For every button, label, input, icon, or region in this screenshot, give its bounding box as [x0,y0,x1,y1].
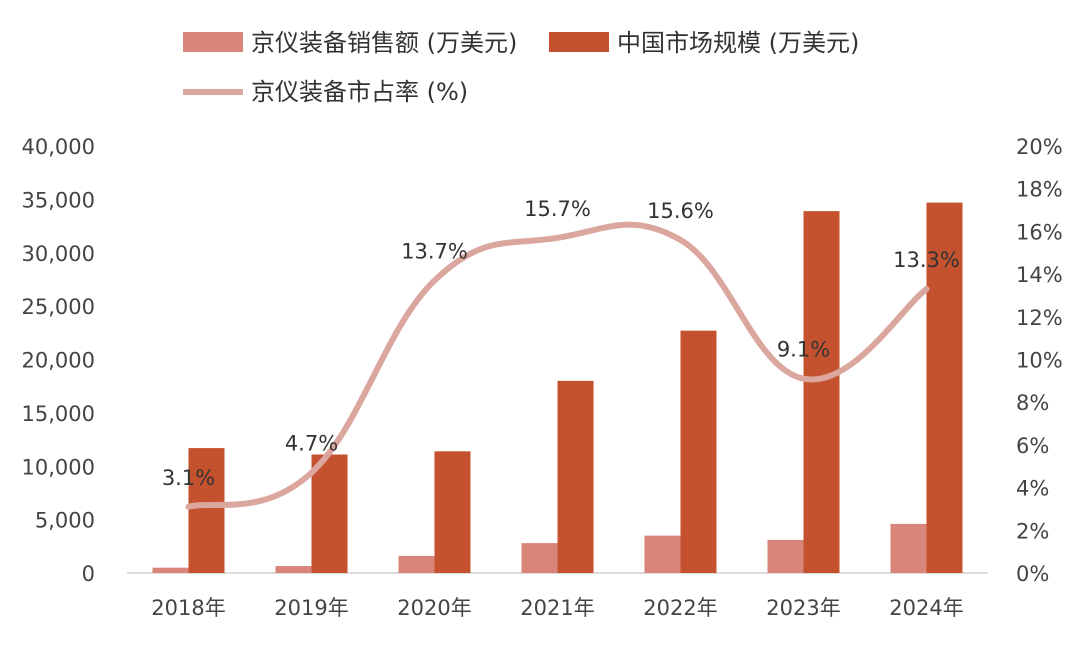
legend-label-market: 中国市场规模 (万美元) [617,29,859,57]
y-left-tick-label: 20,000 [22,349,95,373]
market-share-line [185,221,930,510]
x-tick-label: 2018年 [151,596,225,620]
sales-bar [644,535,681,573]
y-right-tick-label: 12% [1016,306,1063,330]
sales-bar [275,566,312,573]
y-right-tick-label: 10% [1016,349,1063,373]
x-tick-label: 2022年 [643,596,717,620]
data-labels: 3.1% 4.7% 13.7% 15.7% 15.6% 9.1% 13.3% [162,197,960,490]
market-size-bar [680,330,717,573]
y-right-tick-label: 2% [1016,519,1049,543]
y-left-tick-label: 5,000 [35,509,95,533]
legend-label-share: 京仪装备市占率 (%) [251,78,468,106]
y-left-tick-label: 10,000 [22,455,95,479]
share-data-label: 13.3% [893,248,960,272]
y-right-tick-label: 4% [1016,477,1049,501]
sales-bar [398,555,435,573]
y-right-tick-label: 20% [1016,135,1063,159]
market-size-bar [803,211,840,573]
legend-swatch-market [549,32,609,52]
market-size-bar [311,454,348,573]
y-right-tick-label: 16% [1016,220,1063,244]
market-size-bar [434,451,471,573]
x-tick-label: 2023年 [766,596,840,620]
market-size-bar [188,448,225,573]
share-data-label: 15.6% [647,199,714,223]
x-tick-label: 2024年 [889,596,963,620]
y-right-tick-label: 0% [1016,562,1049,586]
share-data-label: 9.1% [777,338,830,362]
y-right-tick-label: 18% [1016,178,1063,202]
y-right-tick-label: 8% [1016,391,1049,415]
y-left-tick-label: 30,000 [22,242,95,266]
y-left-tick-label: 35,000 [22,188,95,212]
market-size-bar [926,202,963,573]
share-line [185,221,930,510]
sales-bar [152,567,189,573]
legend: 京仪装备销售额 (万美元) 中国市场规模 (万美元) 京仪装备市占率 (%) [183,29,859,106]
share-data-label: 4.7% [285,432,338,456]
share-data-label: 15.7% [524,197,591,221]
bars [152,202,963,573]
sales-bar [890,523,927,573]
y-right-tick-label: 14% [1016,263,1063,287]
y-left-tick-label: 0 [82,562,95,586]
share-data-label: 3.1% [162,466,215,490]
x-tick-label: 2020年 [397,596,471,620]
x-tick-label: 2019年 [274,596,348,620]
x-tick-label: 2021年 [520,596,594,620]
legend-swatch-sales [183,32,243,52]
y-right-tick-label: 6% [1016,434,1049,458]
sales-bar [521,543,558,573]
market-size-bar [557,380,594,573]
y-left-tick-label: 25,000 [22,295,95,319]
sales-bar [767,539,804,573]
axes: 0 5,000 10,000 15,000 20,000 25,000 30,000 35,0… [22,135,1063,620]
legend-label-sales: 京仪装备销售额 (万美元) [251,29,517,57]
share-data-label: 13.7% [401,240,468,264]
y-left-tick-label: 15,000 [22,402,95,426]
y-left-tick-label: 40,000 [22,135,95,159]
